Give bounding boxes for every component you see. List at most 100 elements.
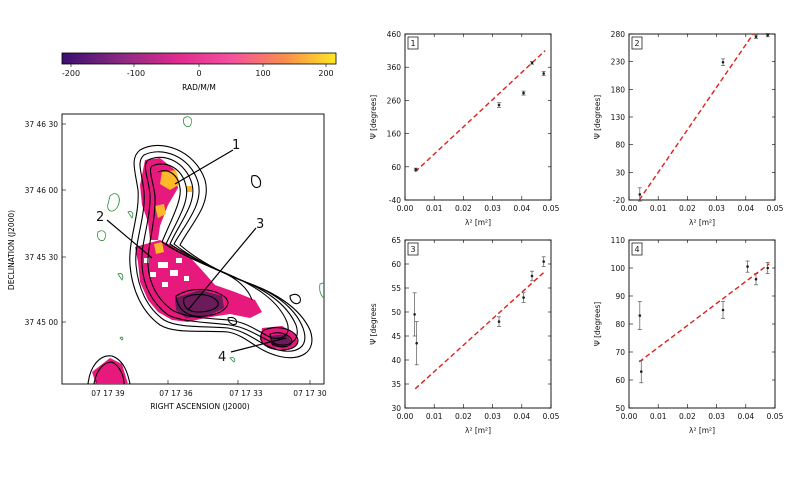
- data-point: [754, 277, 758, 281]
- y-tick-label: 180: [611, 85, 626, 94]
- x-tick-label: 0.04: [737, 412, 754, 421]
- map-ytick-label: 37 46 30: [25, 120, 59, 129]
- x-tick-label: 0.01: [426, 412, 443, 421]
- region-label-2: 2: [96, 210, 104, 225]
- rm-fit-panel-2: 0.00 0.01 0.02 0.03 0.04 0.05 -20 30 80 130 180 230…: [593, 30, 784, 227]
- x-tick-label: 0.00: [621, 204, 638, 213]
- y-tick-label: 90: [615, 292, 625, 301]
- plot-frame: [404, 33, 552, 201]
- y-axis-label: Ψ [degrees: [369, 303, 378, 344]
- region-label-1: 1: [232, 138, 240, 153]
- x-tick-label: 0.05: [767, 204, 784, 213]
- x-tick-label: 0.01: [650, 412, 667, 421]
- data-point: [414, 168, 418, 171]
- plot-frame: [628, 33, 776, 201]
- colorbar: -200 -100 0 100 200 RAD/M/M: [61, 52, 337, 92]
- fit-line: [638, 33, 754, 201]
- map-ytick-label: 37 46 00: [25, 186, 59, 195]
- rm-blanked-pixels: [144, 258, 189, 287]
- panel-number-label: 2: [634, 39, 639, 48]
- y-tick-label: 60: [615, 376, 625, 385]
- intensity-contours: [87, 144, 313, 384]
- panel-number-label: 3: [410, 245, 415, 254]
- y-tick-label: 360: [387, 63, 402, 72]
- x-tick-label: 0.02: [455, 204, 472, 213]
- rm-fit-panel-1: 0.00 0.01 0.02 0.03 0.04 0.05 -40 60 160 260 360 46…: [369, 30, 560, 227]
- map-ytick-label: 37 45 00: [25, 318, 59, 327]
- y-tick-label: 130: [611, 113, 626, 122]
- colorbar-tick-label: 100: [255, 69, 270, 78]
- data-point: [766, 33, 769, 37]
- y-tick-label: 80: [615, 141, 625, 150]
- data-point: [522, 91, 525, 95]
- map-xlabel: RIGHT ASCENSION (J2000): [150, 402, 249, 411]
- colorbar-tick-label: -100: [127, 69, 145, 78]
- plot-frame: [404, 239, 552, 409]
- panel-number-label: 4: [634, 245, 639, 254]
- map-xtick-label: 07 17 39: [91, 389, 125, 398]
- x-axis-label: λ² [m²]: [465, 426, 491, 435]
- y-tick-label: 230: [611, 58, 626, 67]
- y-tick-label: 80: [615, 320, 625, 329]
- x-tick-label: 0.05: [767, 412, 784, 421]
- y-tick-label: 60: [391, 260, 401, 269]
- x-tick-label: 0.04: [513, 204, 530, 213]
- data-point: [754, 35, 758, 39]
- map-ytick-label: 37 45 30: [25, 253, 59, 262]
- colorbar-tick-marks: [70, 64, 327, 67]
- panel-number-box: [631, 242, 643, 256]
- data-point: [638, 314, 642, 317]
- panel-number-box: [631, 36, 643, 50]
- y-tick-label: 280: [611, 30, 626, 39]
- y-tick-label: 30: [615, 168, 625, 177]
- y-tick-label: 50: [615, 404, 625, 413]
- y-tick-label: 35: [391, 380, 401, 389]
- x-axis-label: λ² [m²]: [689, 218, 715, 227]
- region-label-4: 4: [218, 350, 226, 365]
- panel-number-label: 1: [410, 39, 415, 48]
- rm-map: 1 2 3 4 37 46 30 37 46 00 37 45 30 37 45…: [7, 113, 327, 411]
- region-label-3: 3: [256, 217, 264, 232]
- colorbar-tick-label: 0: [196, 69, 201, 78]
- x-tick-label: 0.02: [455, 412, 472, 421]
- y-axis-label: Ψ [degrees]: [593, 95, 602, 139]
- y-tick-label: 110: [611, 236, 626, 245]
- y-tick-label: 70: [615, 348, 625, 357]
- y-tick-label: 260: [387, 96, 402, 105]
- map-ylabel: DECLINATION (J2000): [7, 210, 16, 290]
- colorbar-gradient: [61, 52, 337, 65]
- y-tick-label: 45: [391, 332, 401, 341]
- data-point: [530, 61, 534, 65]
- fit-line: [638, 263, 770, 363]
- x-tick-label: 0.00: [397, 204, 414, 213]
- data-point: [413, 313, 416, 316]
- data-point: [638, 193, 642, 196]
- y-tick-label: 60: [391, 163, 401, 172]
- rm-fit-panel-4: 0.00 0.01 0.02 0.03 0.04 0.05 50 60 70 80 90 100 110…: [593, 236, 784, 435]
- colorbar-tick-label: 200: [318, 69, 333, 78]
- map-xtick-label: 07 17 30: [293, 389, 327, 398]
- x-tick-label: 0.03: [484, 412, 501, 421]
- x-tick-label: 0.05: [543, 204, 560, 213]
- y-axis-label: Ψ [degrees]: [369, 95, 378, 139]
- data-point: [639, 370, 643, 373]
- data-point: [721, 308, 725, 312]
- y-tick-label: 460: [387, 30, 402, 39]
- x-axis-label: λ² [m²]: [689, 426, 715, 435]
- x-tick-label: 0.03: [484, 204, 501, 213]
- map-tick-marks: [62, 123, 311, 384]
- data-point: [415, 341, 418, 345]
- x-tick-label: 0.03: [708, 412, 725, 421]
- x-tick-label: 0.02: [679, 412, 696, 421]
- data-point: [530, 274, 534, 278]
- data-point: [522, 296, 525, 299]
- x-tick-label: 0.03: [708, 204, 725, 213]
- data-point: [542, 72, 545, 75]
- x-axis-label: λ² [m²]: [465, 218, 491, 227]
- y-tick-label: 65: [391, 236, 401, 245]
- data-point: [497, 320, 501, 323]
- data-point: [497, 103, 501, 107]
- map-xtick-label: 07 17 36: [159, 389, 193, 398]
- x-tick-label: 0.01: [426, 204, 443, 213]
